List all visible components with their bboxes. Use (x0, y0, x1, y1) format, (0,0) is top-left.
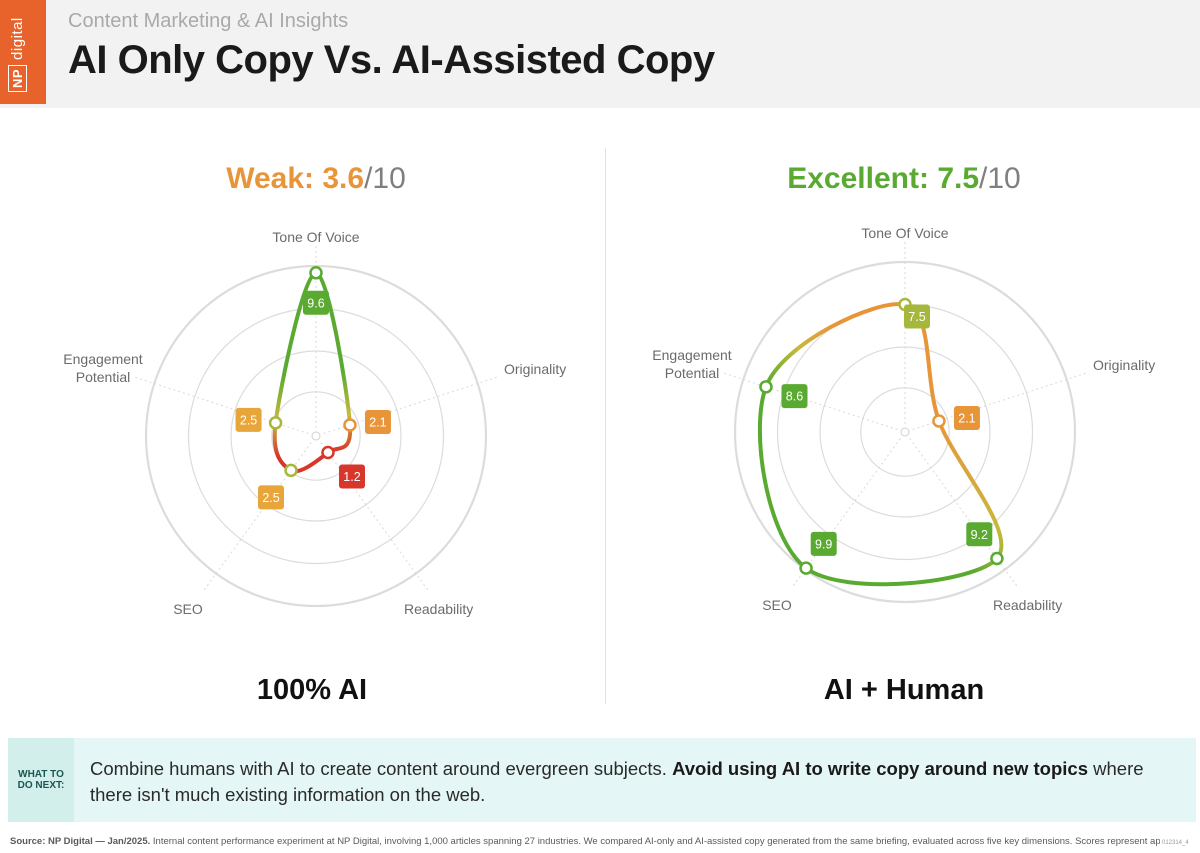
data-label: 8.6 (781, 384, 808, 409)
data-label-text: 2.5 (262, 491, 279, 505)
axis-label: Originality (504, 361, 566, 377)
axis-label: Readability (993, 597, 1062, 613)
right-score-value: 7.5 (937, 162, 980, 195)
data-label: 9.6 (303, 290, 329, 315)
axis-label: Engagement Potential (652, 347, 732, 381)
axis-label: Tone Of Voice (272, 229, 359, 245)
data-label-box (338, 464, 365, 489)
data-label-text: 8.6 (786, 390, 803, 404)
panel-divider (605, 148, 606, 704)
grid-center (900, 427, 910, 437)
right-score-word: Excellent: (787, 162, 929, 195)
data-label-box (953, 405, 980, 430)
axis-label: Readability (404, 601, 473, 617)
right-caption: AI + Human (823, 674, 985, 706)
data-point (990, 551, 1004, 566)
data-label-text: 2.5 (240, 413, 257, 427)
data-label-text: 2.1 (958, 411, 975, 425)
next-label-line1: WHAT TO (18, 769, 64, 780)
data-label: 1.2 (338, 464, 365, 489)
left-score-denominator: /10 (364, 162, 406, 195)
left-score-value: 3.6 (322, 162, 365, 195)
axis-spoke (791, 438, 901, 588)
next-text-end: where there isn't much existing informat… (90, 758, 1144, 805)
data-label-box (966, 522, 993, 547)
axis-label: Engagement Potential (63, 351, 143, 385)
header-bar: NPdigital Content Marketing & AI Insight… (0, 0, 1200, 108)
data-point (343, 418, 357, 432)
what-to-do-next-text: Combine humans with AI to create content… (90, 756, 1190, 808)
axis-label: SEO (762, 597, 792, 613)
axis-label: Tone Of Voice (861, 225, 948, 241)
axis-spoke (909, 438, 1019, 588)
data-point (309, 266, 323, 280)
data-label-text: 2.1 (369, 415, 386, 429)
page-title: AI Only Copy Vs. AI-Assisted Copy (68, 38, 715, 82)
data-point (268, 416, 283, 430)
data-label: 9.2 (966, 522, 993, 547)
source-bold: Source: NP Digital — Jan/2025. (10, 836, 151, 847)
source-note: Source: NP Digital — Jan/2025. Internal … (10, 836, 1160, 853)
data-label-text: 1.2 (343, 470, 360, 484)
axis-spoke (722, 372, 898, 431)
data-label-box (364, 409, 391, 434)
series-line (272, 270, 353, 474)
next-label-line2: DO NEXT: (17, 780, 65, 791)
what-to-do-next-label: WHAT TO DO NEXT: (14, 769, 68, 791)
data-label-box (781, 384, 808, 409)
right-score-denominator: /10 (979, 162, 1021, 195)
data-label: 9.9 (810, 531, 837, 556)
data-point (321, 445, 335, 460)
data-point (759, 380, 773, 394)
axis-label: SEO (173, 601, 203, 617)
grid-center (311, 431, 321, 441)
radar-chart-right: 7.5 2.1 9.2 9.9 8.6 Tone Of Voice Originality R… (652, 225, 1155, 613)
data-label-text: 7.5 (908, 310, 925, 324)
data-label-text: 9.6 (307, 296, 324, 310)
left-caption: 100% AI (256, 674, 368, 706)
data-label: 2.5 (258, 485, 285, 510)
left-score-word: Weak: (226, 162, 315, 195)
data-label-text: 9.9 (815, 537, 832, 551)
data-point (799, 561, 813, 575)
axis-label: Originality (1093, 357, 1155, 373)
data-label-text: 9.2 (971, 528, 988, 542)
right-score: Excellent: 7.5/10 (604, 162, 1200, 196)
data-label-box (235, 407, 262, 432)
np-digital-logo: NPdigital (0, 0, 46, 104)
data-point (284, 463, 298, 478)
what-to-do-next-label-box: WHAT TO DO NEXT: (8, 738, 74, 822)
document-code: 012314_4 (1162, 840, 1189, 846)
data-label-box (904, 304, 930, 329)
data-label: 2.5 (235, 407, 262, 432)
data-point (932, 414, 946, 428)
source-text: Internal content performance experiment … (152, 836, 1160, 847)
next-text-plain: Combine humans with AI to create content… (90, 758, 673, 779)
data-label-box (258, 485, 285, 510)
data-label-box (810, 531, 837, 556)
data-label-box (303, 290, 329, 315)
data-label: 2.1 (364, 409, 391, 434)
left-score: Weak: 3.6/10 (16, 162, 616, 196)
data-label: 2.1 (953, 405, 980, 430)
data-label: 7.5 (904, 304, 930, 329)
next-text-bold: Avoid using AI to write copy around new … (672, 758, 1088, 779)
what-to-do-next-box: WHAT TO DO NEXT: Combine humans with AI t… (8, 738, 1196, 822)
axis-spoke (320, 442, 430, 592)
page-supertitle: Content Marketing & AI Insights (68, 10, 349, 32)
radar-chart-left: 9.6 2.1 1.2 2.5 2.5 Tone Of Voice Originality R… (63, 229, 566, 617)
